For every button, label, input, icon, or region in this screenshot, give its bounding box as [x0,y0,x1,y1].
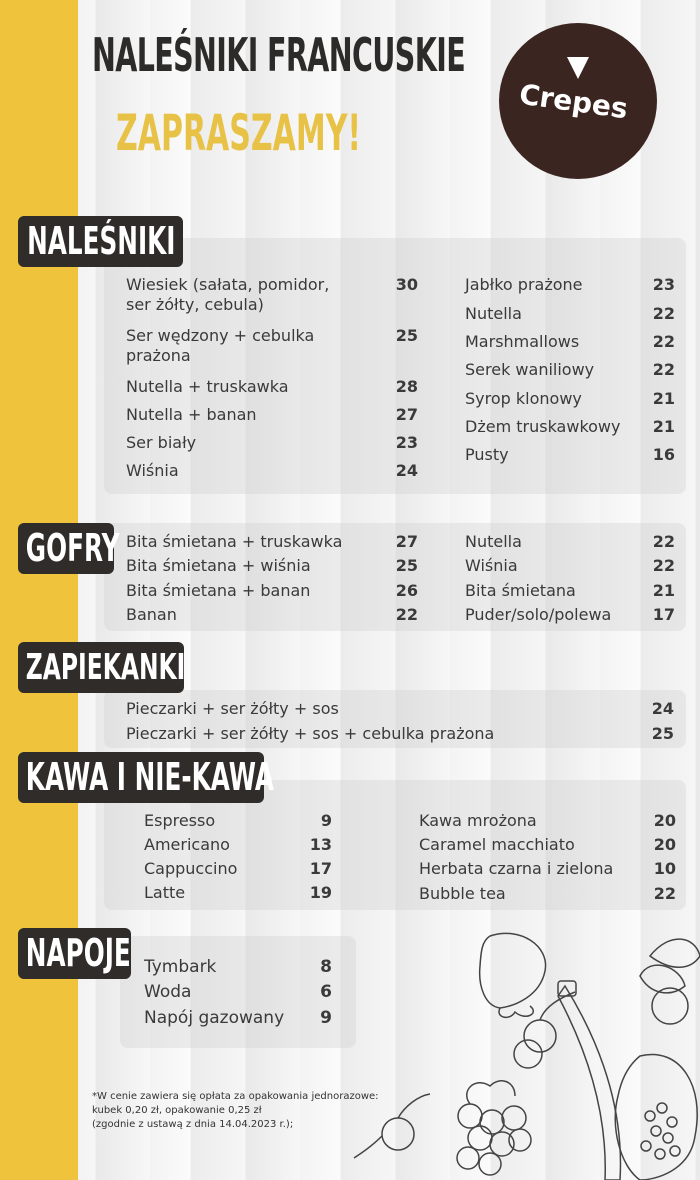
page-title: NALEŚNIKI FRANCUSKIE [92,28,466,82]
footer-note-line: (zgodnie z ustawą z dnia 14.04.2023 r.); [92,1119,294,1130]
logo-text: Crepes [517,77,630,126]
footer-note-line: kubek 0,20 zł, opakowanie 0,25 zł [92,1105,262,1116]
footer-note: *W cenie zawiera się opłata za opakowani… [92,1090,422,1132]
zapiekanki-panel [104,690,686,748]
nalesniki-panel [104,238,686,494]
fruit-illustration-icon [353,932,700,1180]
section-label-gofry: GOFRY [18,523,120,574]
page-subtitle: ZAPRASZAMY! [116,104,362,162]
section-label-napoje: NAPOJE [18,928,131,979]
section-label-kawa: KAWA I NIE-KAWA [18,752,274,803]
crepes-logo: Crepes [499,23,657,179]
section-label-zapiekanki: ZAPIEKANKI [18,642,185,693]
yellow-stripe [0,0,78,1180]
napoje-panel [120,936,356,1048]
crepe-icon [567,57,589,79]
section-label-nalesniki: NALEŚNIKI [18,216,183,267]
footer-note-line: *W cenie zawiera się opłata za opakowani… [92,1091,379,1102]
gofry-panel [104,523,686,631]
